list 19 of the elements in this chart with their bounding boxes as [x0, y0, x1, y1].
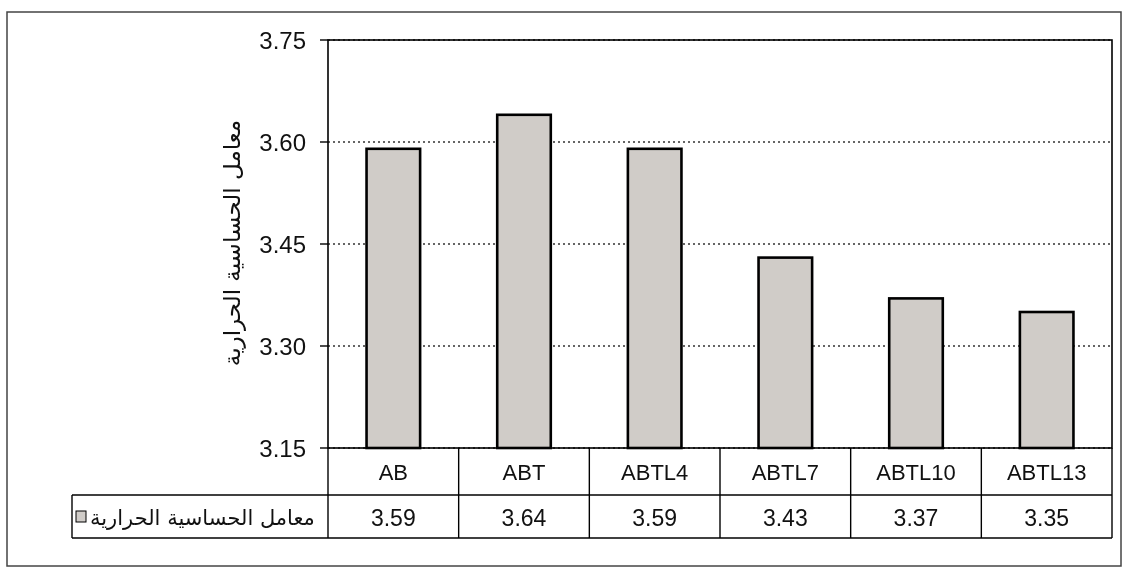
y-tick-label: 3.60	[259, 128, 306, 156]
data-label: 3.35	[1024, 504, 1070, 531]
y-axis-title: معامل الحساسية الحرارية	[219, 119, 245, 367]
data-label: 3.43	[762, 504, 808, 531]
y-tick-label: 3.45	[259, 230, 306, 258]
y-tick-label: 3.75	[259, 26, 306, 54]
data-label: 3.59	[632, 504, 678, 531]
data-label: 3.59	[370, 504, 416, 531]
data-label: 3.37	[893, 504, 939, 531]
y-tick-label: 3.30	[259, 332, 306, 360]
x-tick-label: ABTL10	[876, 460, 956, 485]
x-tick-label: ABTL7	[751, 460, 819, 485]
x-tick-label: AB	[378, 460, 408, 485]
x-tick-label: ABT	[502, 460, 546, 485]
x-tick-label: ABTL4	[621, 460, 689, 485]
legend-label: معامل الحساسية الحرارية	[90, 505, 315, 530]
data-label: 3.64	[501, 504, 547, 531]
y-tick-label: 3.15	[259, 434, 306, 462]
x-tick-label: ABTL13	[1006, 460, 1087, 485]
